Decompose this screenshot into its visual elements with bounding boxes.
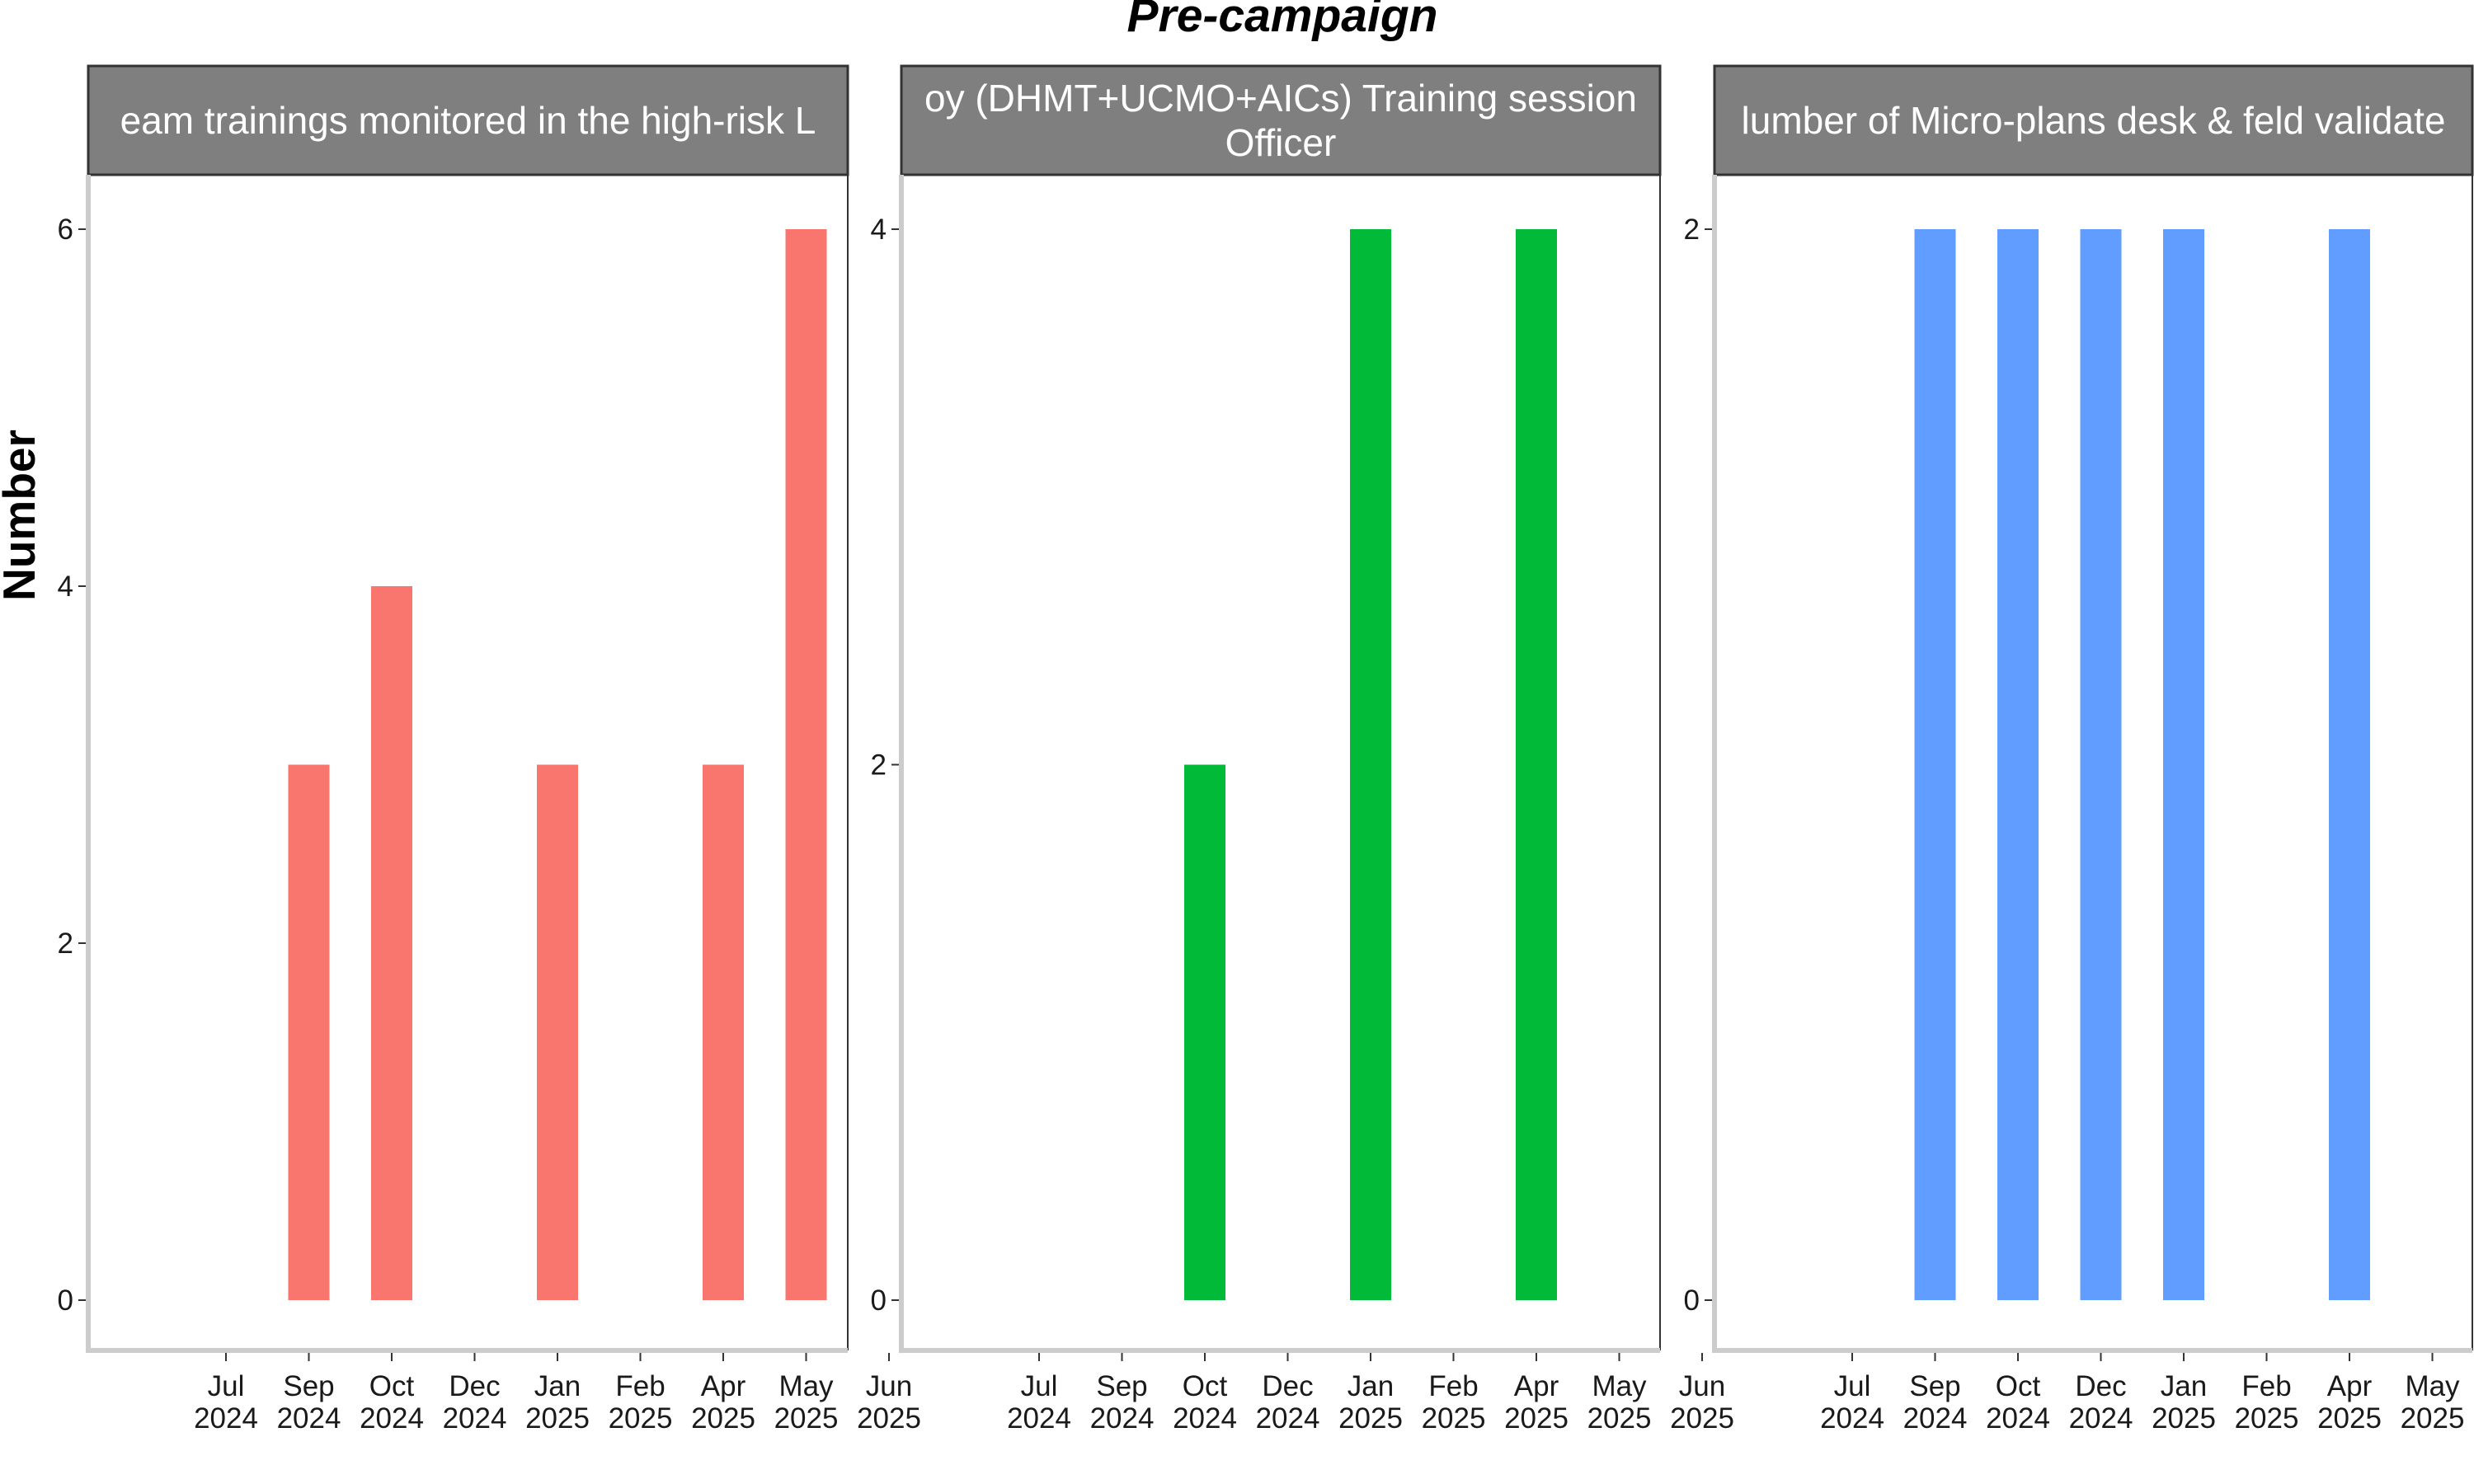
x-tick-label-month: Jun [1679,1370,1725,1402]
y-tick-label: 2 [871,749,887,782]
y-axis-label: Number [0,430,45,601]
x-tick-label-year: 2024 [1820,1402,1884,1435]
x-tick-label-year: 2025 [1338,1402,1403,1435]
x-tick-label-month: Dec [2075,1370,2126,1402]
bar-2025-04 [2329,229,2370,1300]
x-tick-label-year: 2025 [609,1402,673,1435]
x-tick-label-month: May [2405,1370,2460,1402]
x-tick-label-year: 2024 [1007,1402,1071,1435]
y-tick-label: 4 [871,214,887,246]
chart-title: Pre-campaign [1127,0,1438,42]
x-tick-label-month: Apr [1514,1370,1559,1402]
x-tick-label-month: Oct [1183,1370,1228,1402]
x-tick-label-month: Sep [1909,1370,1960,1402]
bar-2024-09 [1914,229,1956,1300]
y-tick-label: 0 [871,1284,887,1317]
x-tick-label-month: May [778,1370,834,1402]
facet-panel-1: eam trainings monitored in the high-risk… [58,64,921,1435]
facet-strip [1713,64,2474,176]
x-tick-label-month: Oct [1996,1370,2041,1402]
x-tick-label-year: 2024 [1256,1402,1320,1435]
x-tick-label-year: 2025 [1587,1402,1652,1435]
bar-2025-01 [2163,229,2204,1300]
x-tick-label-month: Feb [1428,1370,1478,1402]
x-tick-label-month: Jan [1348,1370,1394,1402]
x-tick-label-month: Dec [1262,1370,1313,1402]
bar-2025-05 [785,229,827,1300]
x-tick-label-month: Feb [2241,1370,2291,1402]
x-tick-label-month: Jul [208,1370,245,1402]
facet-strip-label: Officer [1225,121,1337,164]
y-tick-label: 2 [1684,214,1700,246]
facet-strip-label: lumber of Micro-plans desk & feld valida… [1742,99,2446,142]
y-tick-label: 0 [1684,1284,1700,1317]
facet-panel-2: oy (DHMT+UCMO+AICs) Training sessionOffi… [871,64,1734,1435]
x-tick-label-month: Oct [369,1370,415,1402]
facet-panels: eam trainings monitored in the high-risk… [58,64,2474,1435]
bar-2025-01 [537,764,578,1300]
x-tick-label-year: 2024 [1090,1402,1155,1435]
x-tick-label-year: 2025 [691,1402,755,1435]
x-tick-label-month: Jul [1021,1370,1058,1402]
x-tick-label-year: 2025 [2401,1402,2465,1435]
y-tick-label: 2 [58,928,73,960]
x-tick-label-year: 2025 [2235,1402,2299,1435]
x-tick-label-month: Feb [615,1370,665,1402]
x-tick-label-year: 2024 [1903,1402,1968,1435]
x-tick-label-year: 2024 [277,1402,341,1435]
x-tick-label-year: 2025 [857,1402,921,1435]
facet-strip-label: eam trainings monitored in the high-risk… [120,99,816,142]
bar-2024-09 [288,764,330,1300]
bar-2024-10 [1997,229,2039,1300]
x-tick-label-month: Sep [283,1370,334,1402]
x-tick-label-year: 2025 [1670,1402,1734,1435]
bar-2024-12 [2080,229,2122,1300]
x-tick-label-year: 2025 [774,1402,839,1435]
bar-2025-01 [1350,229,1391,1300]
y-tick-label: 4 [58,571,73,603]
y-tick-label: 0 [58,1284,73,1317]
x-tick-label-year: 2024 [1173,1402,1237,1435]
y-tick-label: 6 [58,214,73,246]
x-tick-label-year: 2024 [443,1402,507,1435]
bar-2024-10 [1184,764,1225,1300]
x-tick-label-year: 2025 [1422,1402,1486,1435]
x-tick-label-month: Jun [866,1370,912,1402]
x-tick-label-month: Jan [534,1370,581,1402]
x-tick-label-year: 2025 [525,1402,590,1435]
x-tick-label-year: 2024 [360,1402,424,1435]
x-tick-label-year: 2024 [2069,1402,2133,1435]
facet-strip-label: oy (DHMT+UCMO+AICs) Training session [924,77,1637,120]
bar-2024-10 [371,586,412,1300]
x-tick-label-month: May [1592,1370,1647,1402]
x-tick-label-year: 2025 [2317,1402,2382,1435]
x-tick-label-month: Apr [2327,1370,2373,1402]
facet-panel-3: lumber of Micro-plans desk & feld valida… [1684,64,2474,1435]
facet-strip [900,64,1662,176]
x-tick-label-year: 2024 [1986,1402,2050,1435]
x-tick-label-year: 2025 [1504,1402,1569,1435]
x-tick-label-month: Dec [449,1370,500,1402]
x-tick-label-month: Sep [1096,1370,1147,1402]
x-tick-label-year: 2024 [194,1402,258,1435]
x-tick-label-month: Jan [2161,1370,2207,1402]
facet-strip [87,64,849,176]
bar-2025-04 [1516,229,1557,1300]
x-tick-label-month: Jul [1834,1370,1871,1402]
x-tick-label-year: 2025 [2152,1402,2216,1435]
x-tick-label-month: Apr [701,1370,746,1402]
bar-2025-04 [703,764,744,1300]
